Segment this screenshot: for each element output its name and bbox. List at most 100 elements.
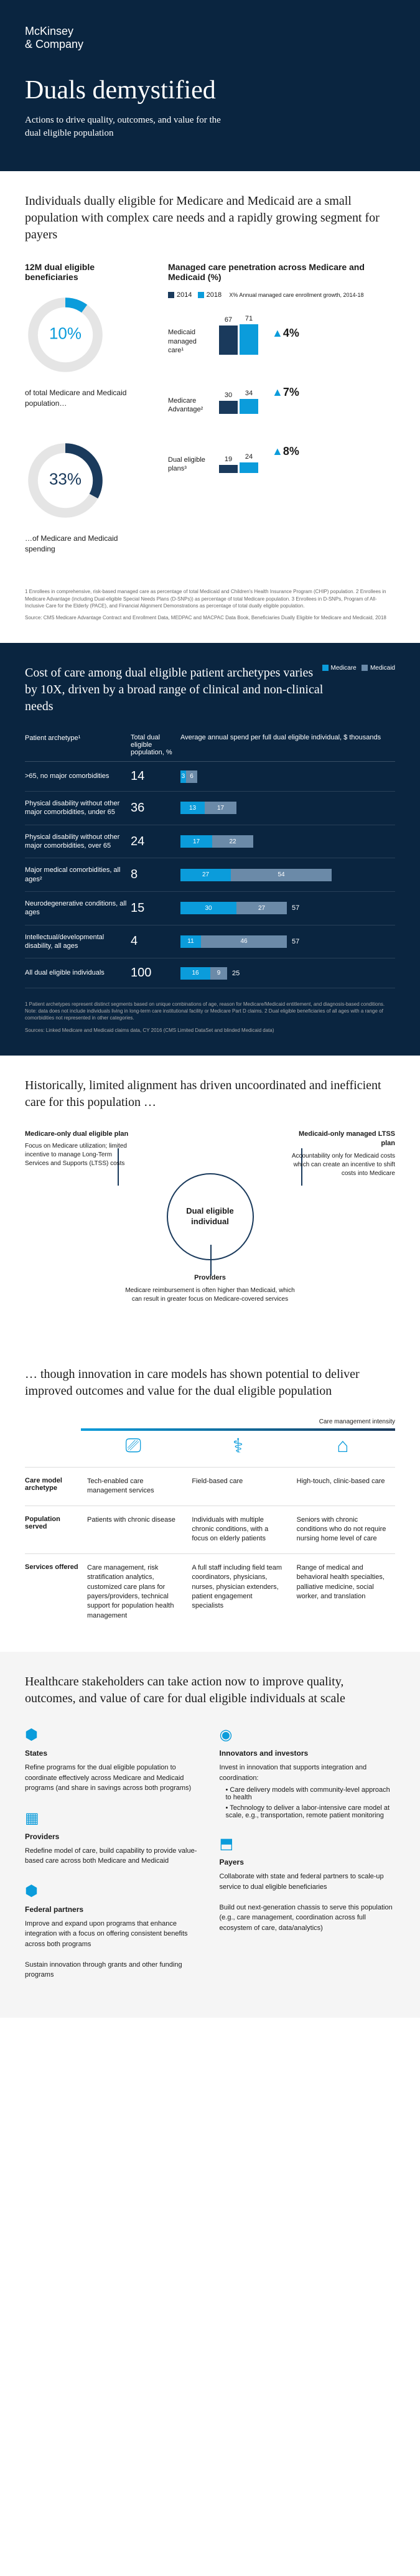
hero-header: McKinsey & Company Duals demystified Act… (0, 0, 420, 171)
spend-bars: 30 27 57 (180, 902, 395, 914)
spend-bars: 11 46 57 (180, 935, 395, 948)
care-model-icon: ⌂ (291, 1434, 395, 1458)
innov-cell: Seniors with chronic conditions who do n… (291, 1515, 395, 1544)
bar-2018: 71 (240, 324, 258, 355)
archetype-name: All dual eligible individuals (25, 968, 131, 977)
row-header: Services offered (25, 1563, 81, 1621)
growth-pct: ▲7% (272, 386, 299, 399)
stakeholder-title: Federal partners (25, 1905, 201, 1914)
archetype-name: Intellectual/developmental disability, a… (25, 933, 131, 951)
section-title: Healthcare stakeholders can take action … (25, 1674, 395, 1707)
growth-pct: ▲8% (272, 445, 299, 458)
stakeholder-icon: ◉ (220, 1726, 396, 1744)
bar-2018: 24 (240, 462, 258, 473)
triangle-diagram: Dual eligible individual Medicare-only d… (25, 1130, 395, 1304)
section-title: Cost of care among dual eligible patient… (25, 665, 324, 715)
section-title: Individuals dually eligible for Medicare… (25, 193, 395, 243)
diagram-box-tr: Medicaid-only managed LTSS plan Accounta… (283, 1130, 395, 1178)
stakeholder-group: ▦ Providers Redefine model of care, buil… (25, 1809, 201, 1866)
stakeholder-text: Refine programs for the dual eligible po… (25, 1763, 201, 1794)
cost-row: Neurodegenerative conditions, all ages 1… (25, 892, 395, 925)
footnote: 1 Patient archetypes represent distinct … (25, 1001, 395, 1022)
bars-title: Managed care penetration across Medicare… (168, 262, 395, 282)
medicaid-seg: 46 (201, 935, 287, 948)
donut-text: …of Medicare and Medicaid spending (25, 533, 149, 555)
logo: McKinsey & Company (25, 25, 395, 51)
box-text: Medicare reimbursement is often higher t… (123, 1286, 297, 1304)
donut-chart: 33% (25, 440, 106, 521)
archetype-name: >65, no major comorbidities (25, 772, 131, 780)
medicare-seg: 27 (180, 869, 231, 881)
stakeholder-text: Invest in innovation that supports integ… (220, 1763, 396, 1783)
box-title: Medicaid-only managed LTSS plan (283, 1130, 395, 1149)
footnote: 1 Enrollees in comprehensive, risk-based… (25, 588, 395, 609)
box-text: Focus on Medicare utilization; limited i… (25, 1142, 137, 1168)
bar-pair: 67 71 (219, 311, 258, 355)
innov-cell: Individuals with multiple chronic condit… (185, 1515, 290, 1544)
col-header: Total dual eligible population, % (131, 734, 180, 756)
cost-row: All dual eligible individuals 100 16 9 2… (25, 958, 395, 988)
cost-row: >65, no major comorbidities 14 3 6 (25, 762, 395, 792)
svg-text:10%: 10% (49, 324, 82, 343)
box-title: Providers (123, 1273, 297, 1283)
medicaid-seg: 54 (231, 869, 332, 881)
donut-text: of total Medicare and Medicaid populatio… (25, 388, 149, 409)
cost-legend: Medicare Medicaid (322, 665, 396, 672)
bar-2014: 19 (219, 465, 238, 473)
medicaid-seg: 6 (186, 770, 197, 783)
stakeholder-title: Innovators and investors (220, 1749, 396, 1758)
medicare-seg: 17 (180, 835, 212, 848)
population-pct: 36 (131, 801, 180, 815)
svg-text:33%: 33% (49, 469, 82, 488)
spend-bars: 13 17 (180, 802, 395, 814)
stakeholder-group: ◉ Innovators and investors Invest in inn… (220, 1726, 396, 1819)
stakeholder-text: Improve and expand upon programs that en… (25, 1919, 201, 1980)
total-val: 25 (232, 970, 240, 977)
section-cost: Medicare Medicaid Cost of care among dua… (0, 643, 420, 1056)
population-pct: 15 (131, 901, 180, 916)
stakeholder-text: Collaborate with state and federal partn… (220, 1871, 396, 1933)
innov-cell: Tech-enabled care management services (81, 1477, 185, 1496)
stake-col-left: ⬢ States Refine programs for the dual el… (25, 1726, 201, 1996)
innov-cell: Care management, risk stratification ana… (81, 1563, 185, 1621)
stakeholder-icon: ⬒ (220, 1835, 396, 1853)
row-header: Population served (25, 1515, 81, 1544)
medicare-seg: 13 (180, 802, 205, 814)
stake-col-right: ◉ Innovators and investors Invest in inn… (220, 1726, 396, 1996)
stakeholder-title: States (25, 1749, 201, 1758)
medicaid-seg: 17 (205, 802, 236, 814)
stakeholder-icon: ▦ (25, 1809, 201, 1827)
diagram-box-tl: Medicare-only dual eligible plan Focus o… (25, 1130, 137, 1168)
box-text: Accountability only for Medicaid costs w… (283, 1152, 395, 1178)
medicaid-seg: 22 (212, 835, 253, 848)
care-model-icon: ⎚ (81, 1434, 185, 1458)
cost-row: Intellectual/developmental disability, a… (25, 925, 395, 959)
page-subtitle: Actions to drive quality, outcomes, and … (25, 114, 224, 140)
bar-label: Medicaid managed care¹ (168, 328, 212, 355)
cost-row: Physical disability without other major … (25, 792, 395, 825)
stakeholder-title: Payers (220, 1858, 396, 1866)
archetype-name: Physical disability without other major … (25, 833, 131, 851)
medicare-seg: 3 (180, 770, 186, 783)
stake-bullet: • Care delivery models with community-le… (226, 1786, 396, 1801)
section-population: Individuals dually eligible for Medicare… (0, 171, 420, 643)
growth-pct: ▲4% (272, 327, 299, 340)
population-pct: 4 (131, 934, 180, 948)
innov-cell: Patients with chronic disease (81, 1515, 185, 1544)
population-pct: 8 (131, 868, 180, 882)
total-val: 57 (292, 904, 299, 912)
stakeholder-grid: ⬢ States Refine programs for the dual el… (25, 1726, 395, 1996)
spend-bars: 27 54 (180, 869, 395, 881)
donut-label: 12M dual eligible beneficiaries (25, 262, 149, 282)
population-pct: 24 (131, 835, 180, 849)
innov-icons-row: ⎚⚕⌂ (81, 1434, 395, 1467)
innov-row: Population servedPatients with chronic d… (25, 1506, 395, 1553)
population-pct: 100 (131, 966, 180, 980)
innov-cell: A full staff including field team coordi… (185, 1563, 290, 1621)
stakeholder-title: Providers (25, 1832, 201, 1841)
section-title: Historically, limited alignment has driv… (25, 1077, 395, 1111)
archetype-name: Physical disability without other major … (25, 799, 131, 817)
stakeholder-group: ⬢ Federal partners Improve and expand up… (25, 1882, 201, 1980)
box-title: Medicare-only dual eligible plan (25, 1130, 137, 1139)
medicare-seg: 30 (180, 902, 236, 914)
